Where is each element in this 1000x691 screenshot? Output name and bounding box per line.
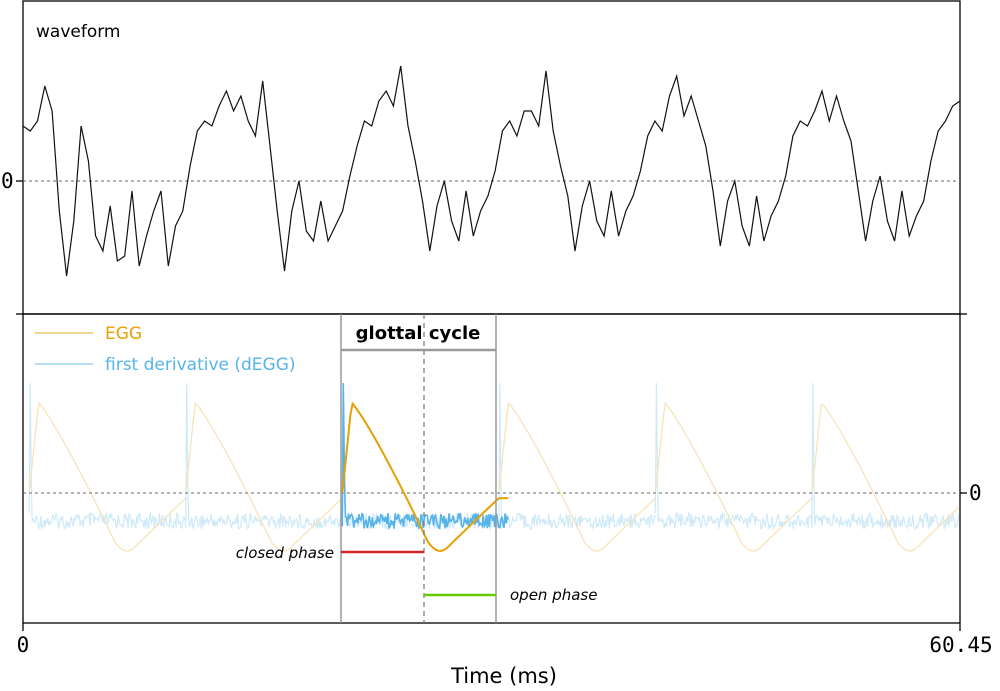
x-max-label: 60.45 bbox=[929, 633, 992, 657]
egg-zero-label: 0 bbox=[969, 481, 982, 505]
highlighted-egg-cycle bbox=[341, 382, 509, 553]
closed-phase-label: closed phase bbox=[236, 544, 334, 562]
degg-trace bbox=[341, 382, 500, 531]
egg-trace bbox=[341, 401, 509, 553]
egg-panel-frame bbox=[22, 313, 961, 624]
legend-egg-label: EGG bbox=[105, 324, 142, 344]
x-axis-label: Time (ms) bbox=[450, 664, 557, 688]
egg-trace bbox=[185, 401, 343, 552]
waveform-panel-title: waveform bbox=[36, 22, 120, 42]
waveform-panel-frame bbox=[22, 0, 961, 315]
degg-trace bbox=[28, 382, 187, 531]
degg-trace bbox=[185, 382, 343, 531]
x-min-label: 0 bbox=[17, 633, 30, 657]
egg-trace bbox=[28, 401, 187, 552]
degg-trace bbox=[498, 382, 656, 530]
egg-trace bbox=[654, 401, 813, 552]
waveform-zero-label: 0 bbox=[1, 169, 14, 193]
degg-trace bbox=[811, 382, 961, 531]
glottal-cycle-label: glottal cycle bbox=[356, 323, 481, 344]
open-phase-label: open phase bbox=[510, 586, 597, 604]
legend-degg-label: first derivative (dEGG) bbox=[105, 355, 296, 375]
waveform-trace bbox=[22, 65, 961, 277]
egg-trace bbox=[498, 401, 656, 552]
egg-trace bbox=[811, 403, 961, 552]
degg-trace bbox=[341, 382, 509, 531]
degg-trace bbox=[654, 382, 813, 531]
